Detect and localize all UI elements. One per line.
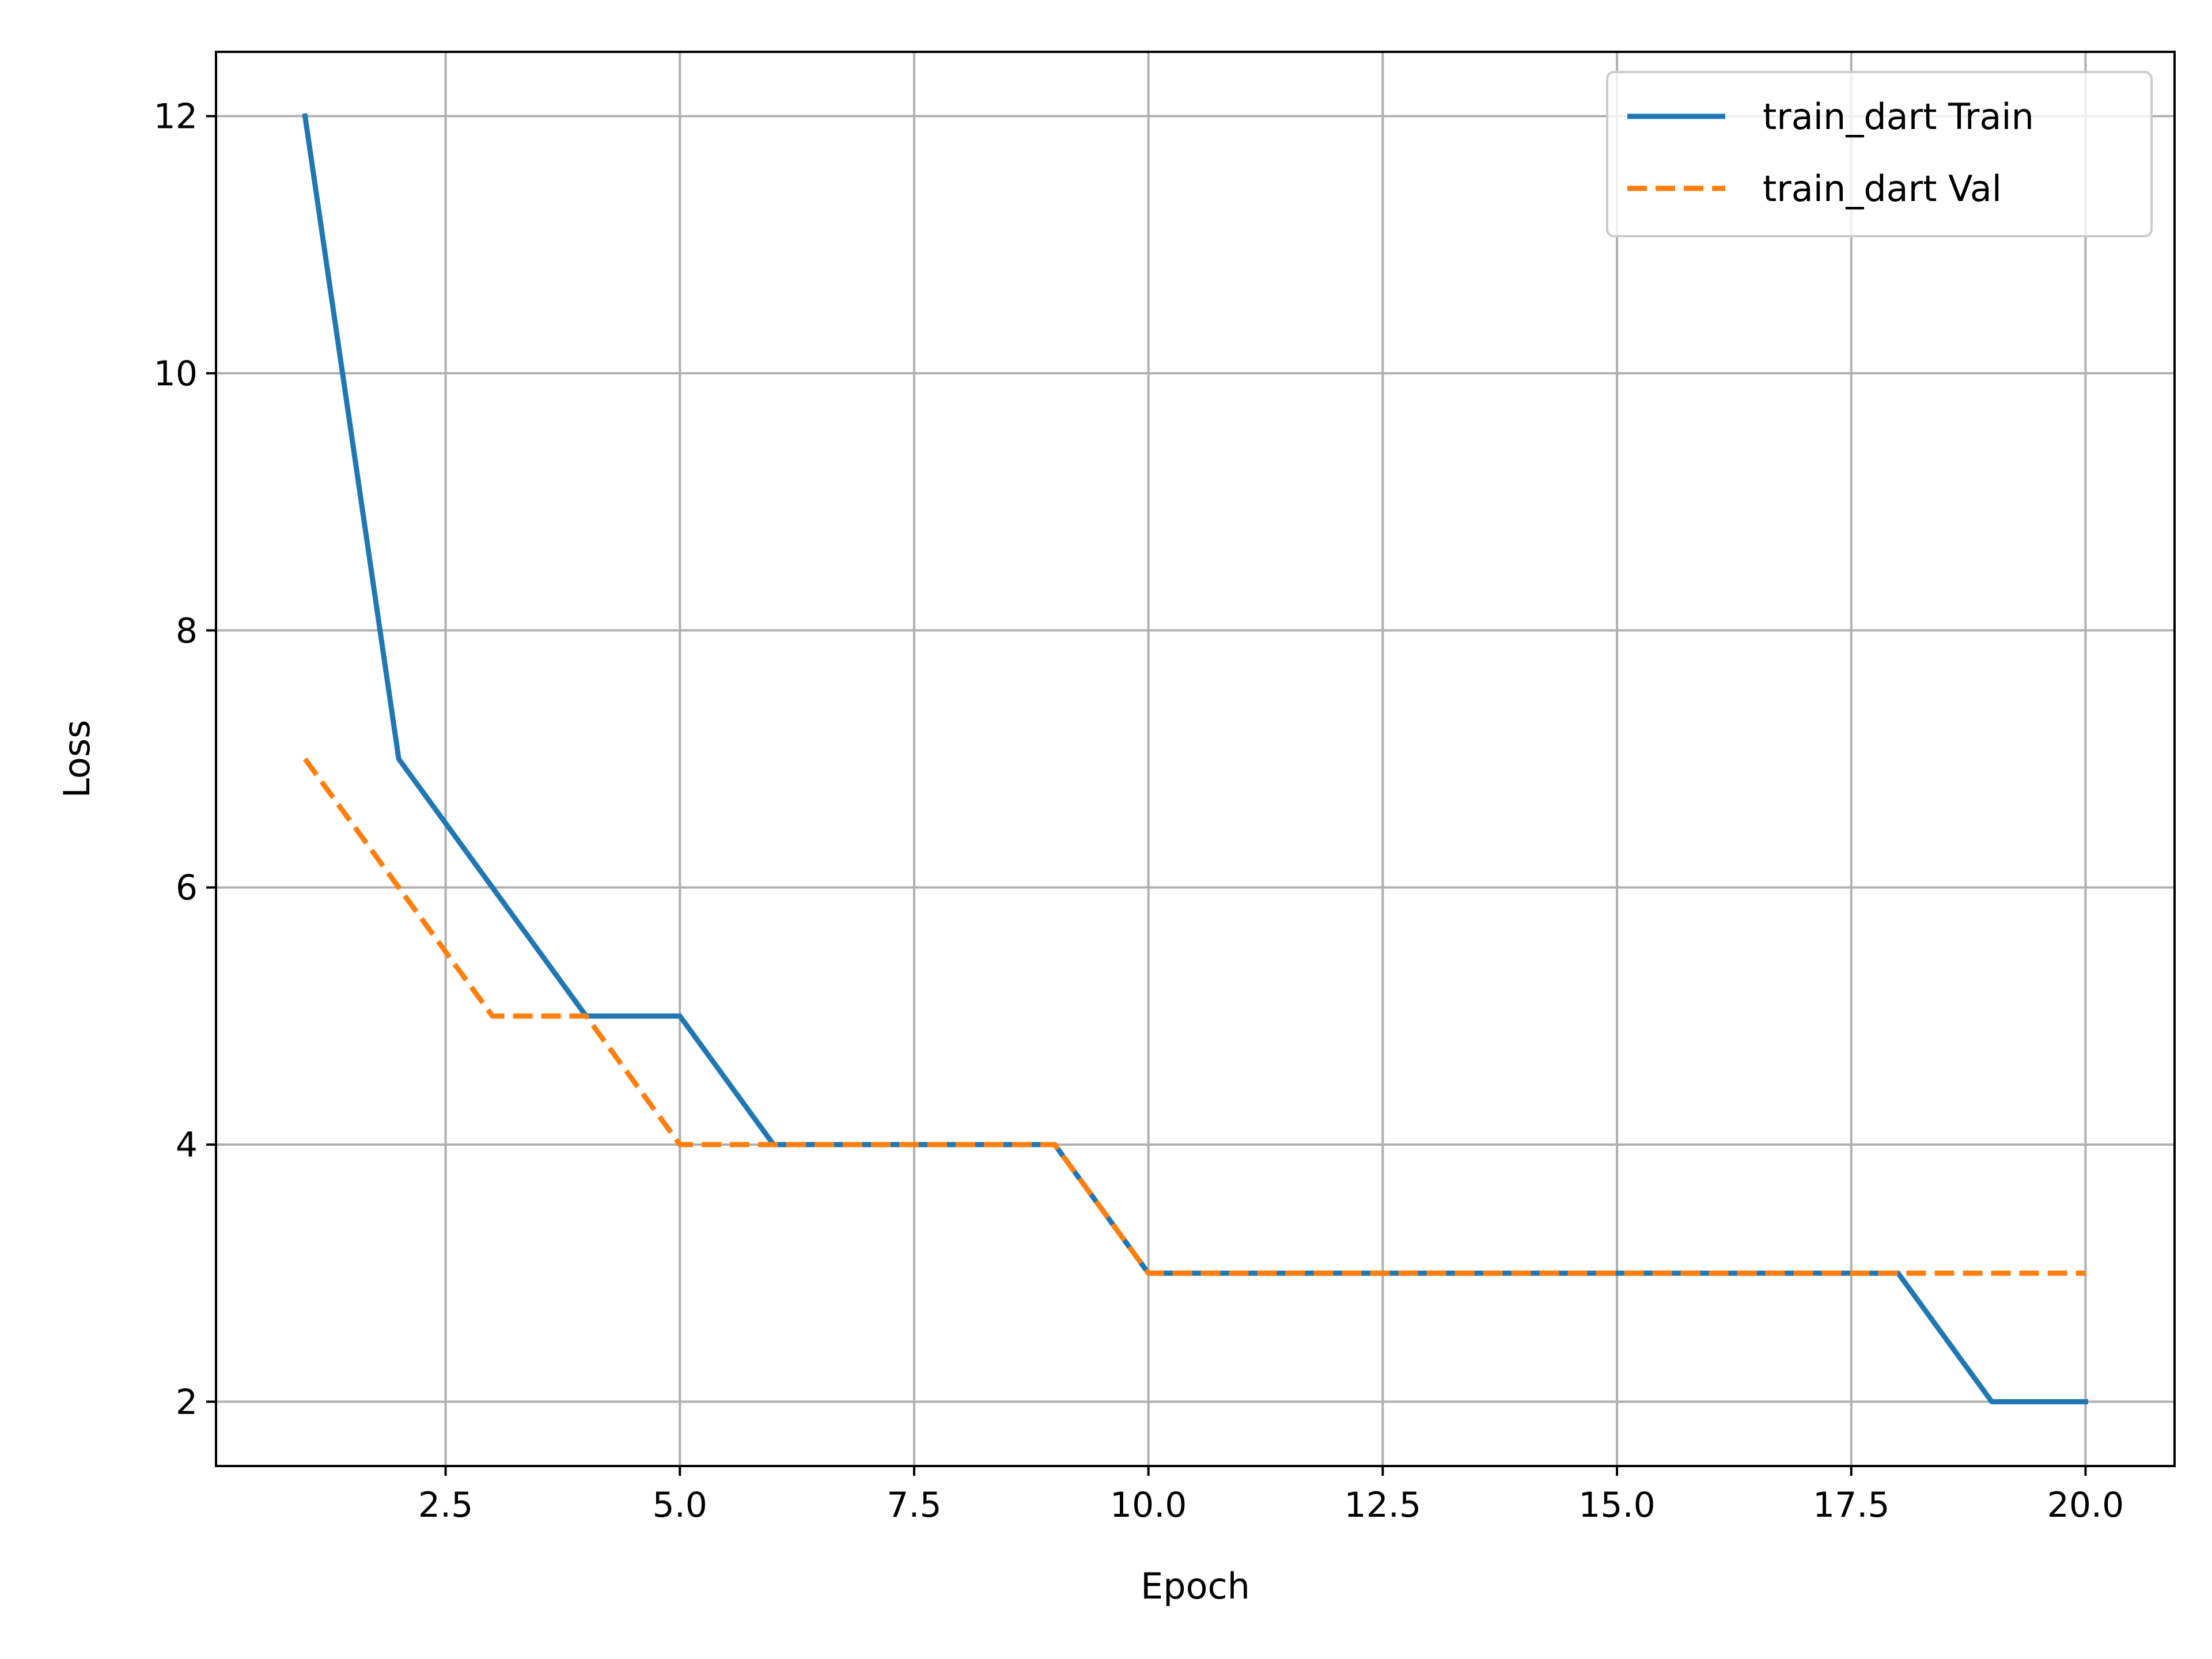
x-tick-label: 15.0 [1578, 1485, 1656, 1525]
x-tick-label: 2.5 [418, 1485, 473, 1525]
y-tick-label: 4 [176, 1125, 198, 1165]
plot-frame [215, 51, 2176, 1467]
legend-box [1606, 71, 2153, 237]
x-tick-label: 7.5 [887, 1485, 941, 1525]
y-tick-label: 6 [176, 868, 198, 908]
y-tick-label: 8 [176, 611, 198, 651]
legend-label-train: train_dart Train [1763, 96, 2034, 138]
y-tick-label: 10 [154, 354, 198, 394]
x-axis-label: Epoch [1141, 1565, 1250, 1607]
legend-label-val: train_dart Val [1763, 168, 2002, 210]
x-axis-ticks: 2.5 5.0 7.5 10.0 12.5 15.0 17.5 20.0 [418, 1466, 2124, 1525]
x-tick-label: 10.0 [1110, 1485, 1187, 1525]
series-lines [302, 113, 2088, 1404]
y-tick-label: 2 [176, 1382, 198, 1422]
y-tick-label: 12 [154, 97, 198, 137]
legend: train_dart Train train_dart Val [1606, 71, 2153, 237]
x-tick-label: 20.0 [2047, 1485, 2124, 1525]
x-tick-label: 12.5 [1344, 1485, 1422, 1525]
series-line-val [302, 757, 2086, 1276]
y-axis-ticks: 2 4 6 8 10 12 [154, 97, 216, 1422]
x-tick-label: 17.5 [1813, 1485, 1890, 1525]
x-tick-label: 5.0 [653, 1485, 707, 1525]
series-line-train [302, 113, 2088, 1404]
y-axis-label: Loss [56, 720, 98, 798]
